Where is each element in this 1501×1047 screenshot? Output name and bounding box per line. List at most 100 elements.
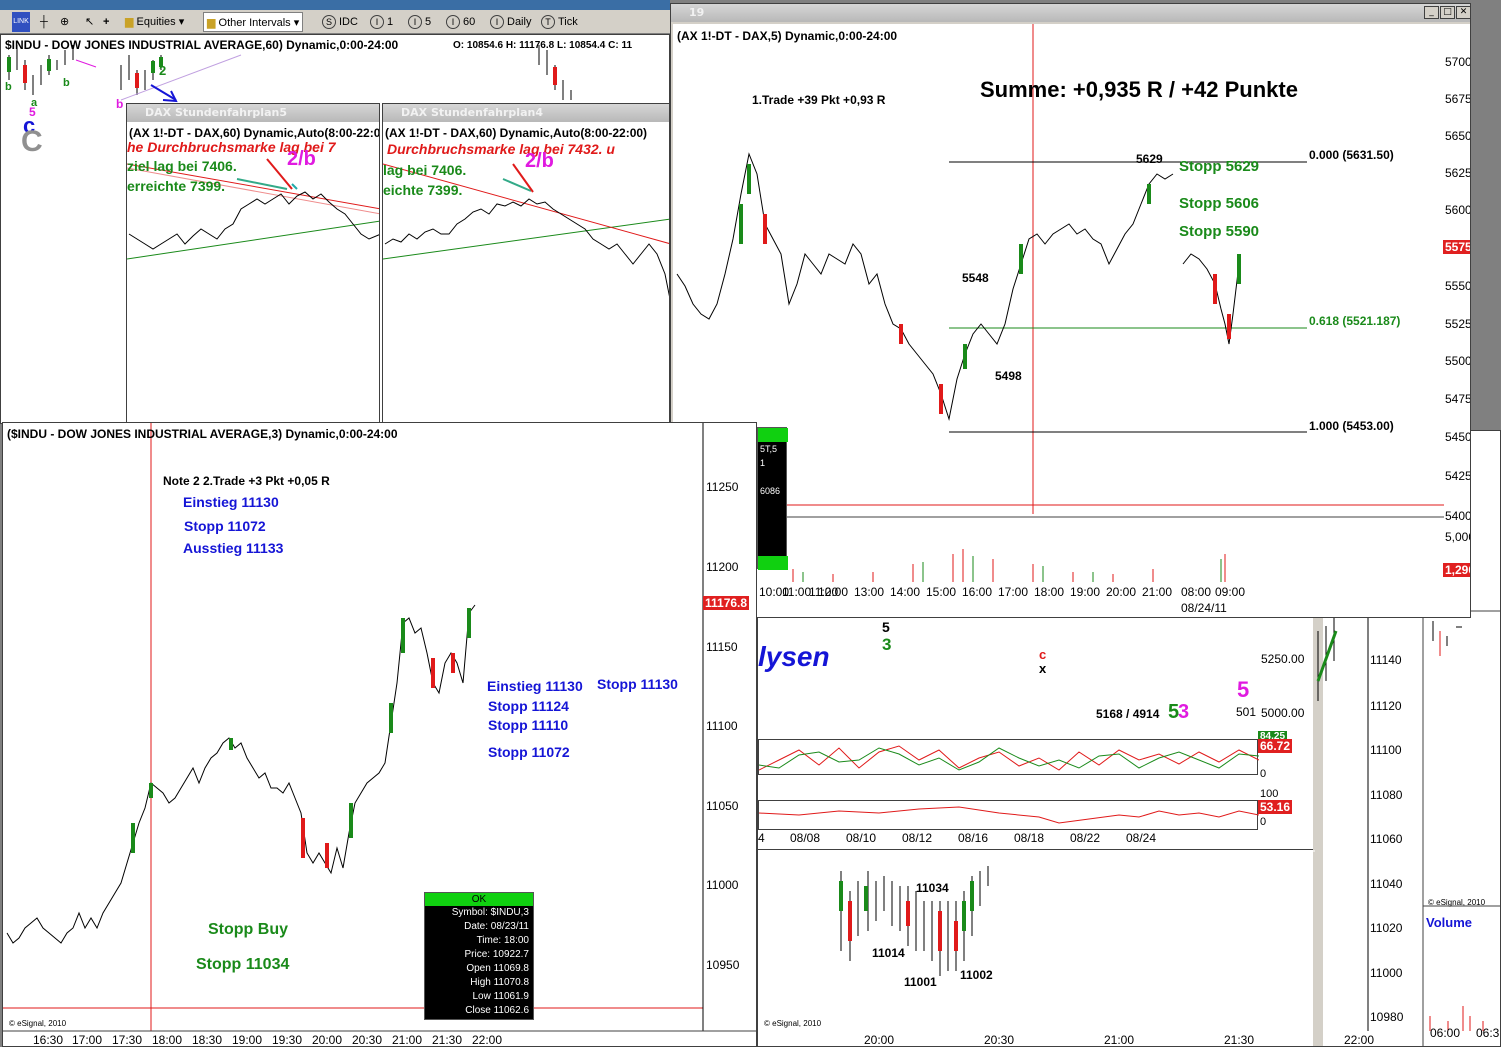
stop-note: Stopp 5606 xyxy=(1179,195,1260,212)
time-tick: 19:30 xyxy=(272,1033,303,1047)
time-tick: 08:00 xyxy=(1181,585,1212,599)
side-panel-footer xyxy=(758,556,788,570)
tooltip-row: Close 11062.6 xyxy=(465,1005,529,1016)
time-tick: 21:30 xyxy=(432,1033,463,1047)
target-note: lag bei 7406. xyxy=(383,162,467,178)
top-title-strip xyxy=(0,0,670,10)
wave-label: C xyxy=(21,125,43,158)
link-button[interactable]: LINK xyxy=(12,12,30,32)
time-tick: 06:00 xyxy=(1430,1026,1461,1040)
price-tick: 11000 xyxy=(1370,966,1403,980)
time-tick: 16:30 xyxy=(33,1033,64,1047)
idc-label: IDC xyxy=(339,16,358,28)
stop-note: Stopp 11072 xyxy=(184,518,266,534)
stop-note: Stopp 11110 xyxy=(488,717,569,733)
other-intervals-select[interactable]: ▆ Other Intervals ▾ xyxy=(203,12,304,32)
wave-label: 2 xyxy=(159,63,167,78)
price-label: 501 xyxy=(1236,705,1257,719)
time-tick: 17:30 xyxy=(112,1033,143,1047)
cursor-icon[interactable]: ↖ xyxy=(85,16,95,28)
tick-button[interactable]: T Tick xyxy=(541,12,578,32)
fib-label: 0.618 (5521.187) xyxy=(1309,314,1401,328)
i-circle-icon: I xyxy=(370,15,384,30)
time-tick: 20:30 xyxy=(352,1033,383,1047)
add-icon[interactable]: + xyxy=(103,16,110,28)
chart-header: ($INDU - DOW JONES INDUSTRIAL AVERAGE,3)… xyxy=(7,427,398,441)
equities-button[interactable]: ▆ Equities ▾ xyxy=(125,16,185,28)
maximize-button[interactable]: □ xyxy=(1440,6,1455,19)
close-button[interactable]: ✕ xyxy=(1456,6,1470,19)
point-label: 11001 xyxy=(904,975,937,989)
price-tick: 11200 xyxy=(706,560,739,574)
tooltip-row: Low 11061.9 xyxy=(472,991,529,1002)
time-tick: 17:00 xyxy=(72,1033,103,1047)
stop-note: Stopp 11072 xyxy=(488,744,570,760)
s-circle-icon: S xyxy=(322,15,336,30)
crosshair-icon[interactable]: ┼ xyxy=(40,16,48,28)
time-tick: 17:00 xyxy=(998,585,1029,599)
target-note: ziel lag bei 7406. xyxy=(127,158,237,174)
osc-value: 0 xyxy=(1260,768,1267,780)
idc-button[interactable]: S IDC xyxy=(322,12,358,32)
time-tick: 09:00 xyxy=(1215,585,1246,599)
rsi-panel xyxy=(758,800,1260,830)
wave-label: b xyxy=(116,97,124,111)
wave-label: 2/b xyxy=(525,150,554,172)
analysen-label: lysen xyxy=(758,641,830,672)
volume-tick: 5,000 xyxy=(1445,530,1470,544)
date-tick: 08/18 xyxy=(1014,831,1045,845)
window-titlebar[interactable]: DAX Stundenfahrplan5 xyxy=(127,104,379,122)
minimize-button[interactable]: _ xyxy=(1424,6,1439,19)
time-tick: 19:00 xyxy=(1070,585,1101,599)
i-circle-icon: I xyxy=(446,15,460,30)
time-tick: 14:00 xyxy=(890,585,921,599)
indu-3min-window: ($INDU - DOW JONES INDUSTRIAL AVERAGE,3)… xyxy=(2,422,757,1047)
price-tick: 5700.00 xyxy=(1445,55,1470,69)
price-tick: 11100 xyxy=(1370,743,1402,757)
point-label: 11014 xyxy=(872,946,905,960)
interval-60-button[interactable]: I 60 xyxy=(446,12,475,32)
time-tick: 16:00 xyxy=(962,585,993,599)
reached-note: erreichte 7399. xyxy=(127,178,226,194)
window-titlebar[interactable]: DAX Stundenfahrplan4 xyxy=(383,104,669,122)
price-tick: 5400.00 xyxy=(1445,509,1470,523)
price-tick: 11140 xyxy=(1370,653,1402,667)
dax5-svg xyxy=(127,158,379,260)
volume-badge: 1,290 xyxy=(1443,563,1470,577)
side-panel-header xyxy=(758,428,788,442)
daily-button[interactable]: I Daily xyxy=(490,12,531,32)
time-tick: 11:00 xyxy=(782,585,812,599)
fib-label: 1.000 (5453.00) xyxy=(1309,419,1394,433)
price-tick: 11060 xyxy=(1370,832,1403,846)
wave-label: 3 xyxy=(882,635,892,654)
stop-buy-note: Stopp Buy xyxy=(208,921,288,938)
stochastic-panel xyxy=(758,739,1260,775)
point-label: 11034 xyxy=(916,881,949,895)
copyright: © eSignal, 2010 xyxy=(764,1019,822,1028)
price-tick: 11120 xyxy=(1370,699,1402,713)
main-toolbar: LINK ┼ ⊕ ↖ + ▆ Equities ▾ ▆ Other Interv… xyxy=(0,0,670,34)
fib-label: 0.000 (5631.50) xyxy=(1309,148,1394,162)
t-circle-icon: T xyxy=(541,15,555,30)
wave-label: c xyxy=(23,113,36,138)
price-tick: 11020 xyxy=(1370,921,1403,935)
date-tick: 08/08 xyxy=(790,831,821,845)
window-titlebar[interactable]: 19 xyxy=(671,4,1470,22)
copyright: © eSignal, 2010 xyxy=(1428,898,1486,907)
tooltip-header[interactable]: OK xyxy=(425,893,533,906)
time-tick: 19:00 xyxy=(232,1033,263,1047)
zoom-icon[interactable]: ⊕ xyxy=(60,16,70,28)
tooltip-row: Open 11069.8 xyxy=(466,963,529,974)
daily-label: Daily xyxy=(507,16,532,28)
wave-label: 3 xyxy=(1178,701,1190,723)
time-tick: 20:00 xyxy=(1106,585,1137,599)
price-tick: 5600.00 xyxy=(1445,203,1470,217)
i-circle-icon: I xyxy=(408,15,422,30)
breakout-note: he Durchbruchsmarke lag bei 7 xyxy=(127,139,336,155)
other-intervals-label: Other Intervals xyxy=(218,17,291,29)
wave-label: x xyxy=(1039,661,1047,676)
reached-note: eichte 7399. xyxy=(383,182,463,198)
